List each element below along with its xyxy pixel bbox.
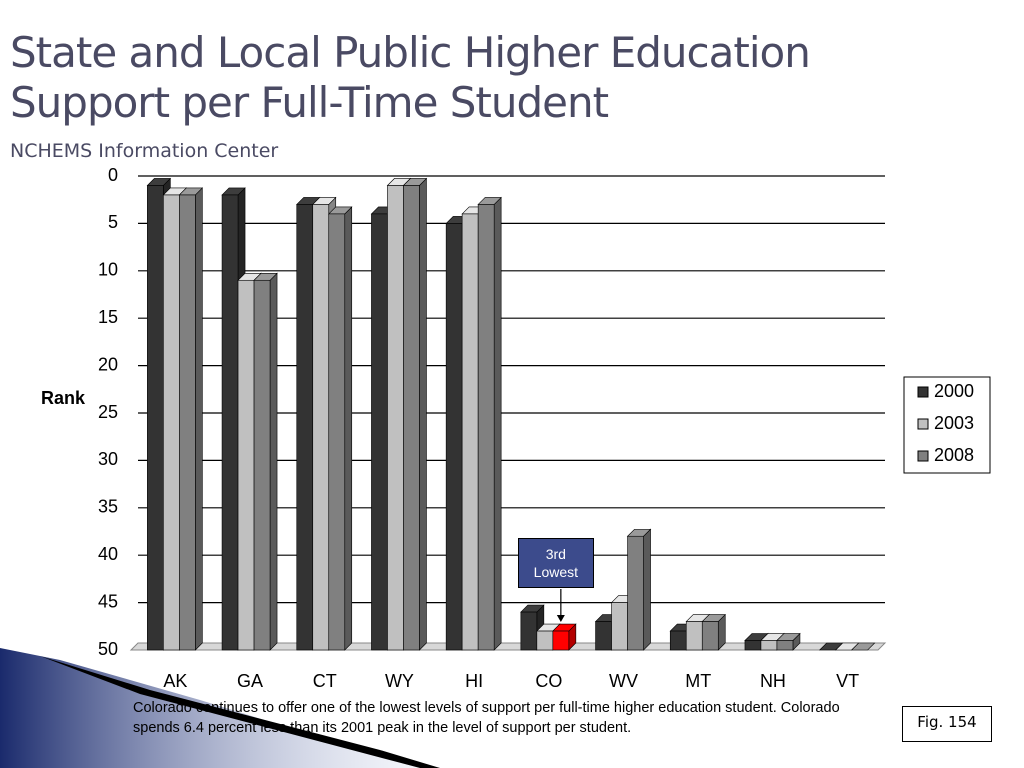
bar	[221, 194, 239, 651]
y-tick-label: 25	[98, 402, 118, 422]
x-tick-label: VT	[836, 671, 859, 691]
bar	[776, 640, 794, 651]
bar	[179, 194, 196, 651]
bar	[461, 213, 479, 651]
legend-label: 2008	[934, 445, 974, 465]
bar-side	[643, 528, 651, 651]
bar	[147, 185, 164, 651]
y-tick-label: 30	[98, 449, 118, 469]
subtitle: NCHEMS Information Center	[10, 140, 279, 162]
bar-side	[419, 177, 427, 651]
bar	[552, 630, 570, 651]
annotation: 3rd Lowest	[517, 538, 594, 588]
y-tick-label: 35	[98, 497, 118, 517]
figure-label: Fig. 154	[902, 706, 992, 742]
x-tick-label: HI	[465, 671, 483, 691]
bar	[445, 223, 463, 651]
bar	[520, 611, 538, 651]
legend-swatch	[917, 418, 929, 430]
bar	[312, 204, 330, 651]
legend-swatch	[917, 386, 929, 398]
bar	[371, 213, 388, 651]
bar	[701, 621, 719, 651]
bar	[669, 630, 687, 651]
y-tick-label: 5	[108, 212, 118, 232]
annotation-arrowhead	[556, 615, 565, 623]
y-tick-label: 10	[98, 260, 118, 280]
bar	[627, 535, 644, 651]
bar	[477, 204, 495, 651]
x-tick-label: MT	[685, 671, 711, 691]
bar-side	[344, 206, 353, 651]
bar	[328, 213, 346, 651]
bar	[163, 194, 180, 651]
bar	[296, 204, 314, 651]
y-tick-label: 0	[108, 165, 118, 185]
bar	[253, 279, 271, 651]
x-tick-label: CO	[535, 671, 562, 691]
bar	[760, 640, 778, 651]
legend-swatch	[917, 450, 929, 462]
x-tick-label: AK	[163, 671, 187, 691]
y-tick-label: 15	[98, 307, 118, 327]
bar-side	[493, 196, 502, 651]
x-tick-label: WY	[385, 671, 414, 691]
y-axis-label: Rank	[41, 388, 86, 408]
x-tick-label: WV	[609, 671, 638, 691]
legend-label: 2000	[934, 381, 974, 401]
bar	[403, 185, 420, 651]
x-tick-label: CT	[313, 671, 337, 691]
y-tick-label: 45	[98, 591, 118, 611]
bar	[595, 621, 612, 651]
swoosh-line	[40, 656, 440, 768]
bar	[387, 185, 404, 651]
bar-top	[850, 642, 876, 651]
caption: Colorado continues to offer one of the l…	[133, 700, 840, 736]
title: State and Local Public Higher Education …	[10, 28, 811, 127]
y-tick-label: 20	[98, 354, 118, 374]
legend-label: 2003	[934, 413, 974, 433]
bar-side	[195, 187, 203, 651]
bar	[744, 640, 762, 651]
y-tick-label: 50	[98, 639, 118, 659]
bar	[237, 279, 255, 651]
y-tick-label: 40	[98, 544, 118, 564]
bar	[536, 630, 554, 651]
bar	[685, 621, 703, 651]
x-tick-label: NH	[760, 671, 786, 691]
x-tick-label: GA	[237, 671, 263, 691]
bar-side	[269, 272, 278, 651]
bar	[611, 602, 628, 651]
